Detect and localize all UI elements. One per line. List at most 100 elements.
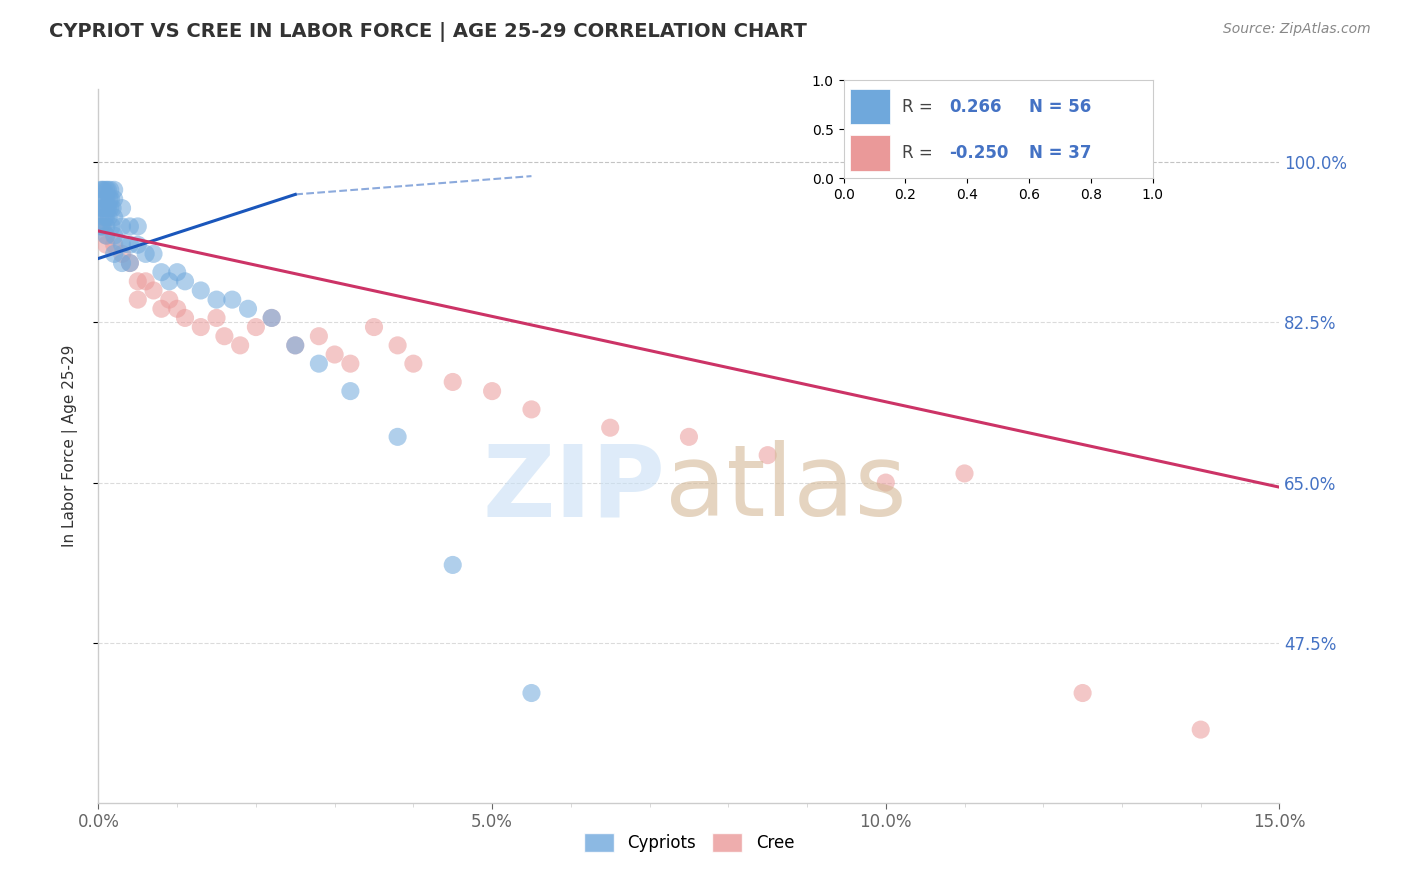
Text: N = 37: N = 37 bbox=[1029, 144, 1091, 161]
Point bbox=[599, 420, 621, 434]
Point bbox=[174, 274, 197, 288]
Point bbox=[91, 183, 114, 197]
Point bbox=[157, 293, 180, 307]
Point bbox=[260, 310, 283, 325]
Point bbox=[441, 375, 464, 389]
Point bbox=[96, 183, 118, 197]
Bar bbox=[849, 89, 890, 124]
Point bbox=[363, 320, 385, 334]
Point bbox=[103, 192, 125, 206]
Point bbox=[93, 211, 115, 225]
Point bbox=[96, 228, 118, 243]
Point bbox=[142, 284, 165, 298]
Point bbox=[111, 247, 134, 261]
Point bbox=[111, 201, 134, 215]
Point bbox=[98, 183, 121, 197]
Point bbox=[150, 301, 173, 316]
Point bbox=[103, 247, 125, 261]
Point bbox=[441, 558, 464, 572]
Point bbox=[90, 201, 112, 215]
Point bbox=[101, 219, 124, 234]
Text: R =: R = bbox=[903, 98, 938, 116]
Point bbox=[111, 219, 134, 234]
Point bbox=[190, 320, 212, 334]
Point bbox=[118, 256, 141, 270]
Point bbox=[98, 201, 121, 215]
Point bbox=[97, 201, 120, 215]
Point bbox=[481, 384, 503, 398]
Point bbox=[96, 201, 118, 215]
Point bbox=[1071, 686, 1094, 700]
Point bbox=[875, 475, 897, 490]
Point bbox=[166, 301, 188, 316]
Point bbox=[229, 338, 252, 352]
Point bbox=[214, 329, 236, 343]
Point bbox=[118, 256, 141, 270]
Point bbox=[953, 467, 976, 481]
Text: atlas: atlas bbox=[665, 441, 907, 537]
Point bbox=[308, 357, 330, 371]
Point bbox=[166, 265, 188, 279]
Point bbox=[127, 293, 149, 307]
Point bbox=[284, 338, 307, 352]
Point bbox=[157, 274, 180, 288]
Point bbox=[678, 430, 700, 444]
Point bbox=[339, 357, 361, 371]
Text: CYPRIOT VS CREE IN LABOR FORCE | AGE 25-29 CORRELATION CHART: CYPRIOT VS CREE IN LABOR FORCE | AGE 25-… bbox=[49, 22, 807, 42]
Point bbox=[190, 284, 212, 298]
Point bbox=[387, 430, 409, 444]
Point bbox=[127, 274, 149, 288]
Y-axis label: In Labor Force | Age 25-29: In Labor Force | Age 25-29 bbox=[62, 345, 77, 547]
Point bbox=[96, 211, 118, 225]
Point bbox=[111, 237, 134, 252]
Legend: Cypriots, Cree: Cypriots, Cree bbox=[576, 826, 801, 859]
Point bbox=[150, 265, 173, 279]
Point bbox=[93, 192, 115, 206]
Point bbox=[91, 219, 114, 234]
Point bbox=[245, 320, 267, 334]
Point bbox=[387, 338, 409, 352]
Point bbox=[111, 256, 134, 270]
Point bbox=[756, 448, 779, 462]
Point bbox=[221, 293, 243, 307]
Point bbox=[96, 219, 118, 234]
Point bbox=[260, 310, 283, 325]
Text: ZIP: ZIP bbox=[482, 441, 665, 537]
Point bbox=[402, 357, 425, 371]
Text: 0.266: 0.266 bbox=[949, 98, 1001, 116]
Point bbox=[205, 310, 228, 325]
Point bbox=[93, 183, 115, 197]
Point bbox=[284, 338, 307, 352]
Point bbox=[90, 219, 112, 234]
Point bbox=[135, 274, 157, 288]
Point bbox=[97, 211, 120, 225]
Point bbox=[308, 329, 330, 343]
Point bbox=[103, 183, 125, 197]
Point bbox=[127, 219, 149, 234]
Point bbox=[323, 347, 346, 361]
Point bbox=[103, 211, 125, 225]
Point bbox=[174, 310, 197, 325]
Point bbox=[97, 183, 120, 197]
Point bbox=[118, 219, 141, 234]
Point bbox=[96, 192, 118, 206]
Text: R =: R = bbox=[903, 144, 938, 161]
Point bbox=[98, 192, 121, 206]
Point bbox=[93, 201, 115, 215]
Text: N = 56: N = 56 bbox=[1029, 98, 1091, 116]
Point bbox=[1189, 723, 1212, 737]
Text: -0.250: -0.250 bbox=[949, 144, 1008, 161]
Point bbox=[135, 247, 157, 261]
Point bbox=[520, 402, 543, 417]
Point bbox=[118, 237, 141, 252]
Point bbox=[142, 247, 165, 261]
Point bbox=[91, 201, 114, 215]
Point bbox=[90, 183, 112, 197]
Point bbox=[103, 228, 125, 243]
Point bbox=[91, 219, 114, 234]
Point bbox=[520, 686, 543, 700]
Text: Source: ZipAtlas.com: Source: ZipAtlas.com bbox=[1223, 22, 1371, 37]
Point bbox=[236, 301, 259, 316]
Bar bbox=[849, 136, 890, 170]
Point bbox=[103, 237, 125, 252]
